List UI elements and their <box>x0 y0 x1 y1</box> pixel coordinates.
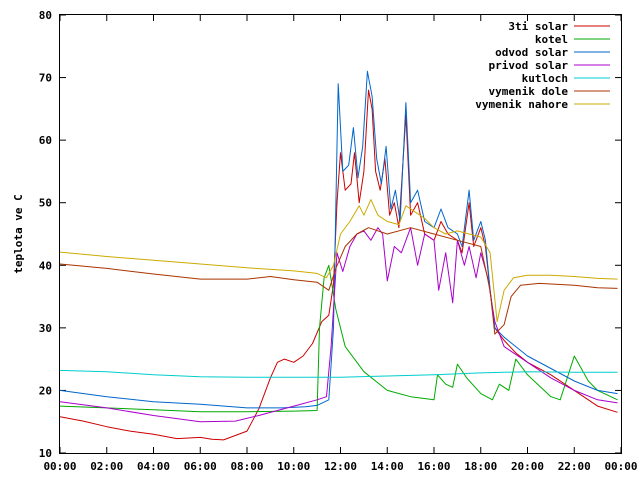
x-tick-label: 00:00 <box>43 460 76 473</box>
series-line-3ti-solar <box>59 89 618 441</box>
x-tick-label: 00:00 <box>604 460 637 473</box>
series-lines <box>59 70 618 441</box>
legend-label: odvod solar <box>495 46 568 59</box>
x-tick-label: 22:00 <box>558 460 591 473</box>
series-line-kotel <box>59 264 618 413</box>
plot-frame <box>59 14 622 454</box>
y-tick-label: 40 <box>39 259 52 272</box>
x-tick-label: 04:00 <box>137 460 170 473</box>
y-axis-label: teplota ve C <box>12 194 25 273</box>
legend-label: privod solar <box>489 59 569 72</box>
x-tick-label: 08:00 <box>230 460 263 473</box>
x-axis: 00:00 02:00 04:00 06:00 08:00 10:00 12:00 14:00… <box>43 15 638 473</box>
series-line-vymenik-nahore <box>59 199 618 323</box>
y-tick-label: 80 <box>39 9 52 22</box>
x-tick-label: 10:00 <box>277 460 310 473</box>
x-tick-label: 16:00 <box>417 460 450 473</box>
x-tick-label: 18:00 <box>464 460 497 473</box>
x-tick-label: 14:00 <box>371 460 404 473</box>
x-tick-label: 06:00 <box>184 460 217 473</box>
y-tick-label: 50 <box>39 197 52 210</box>
x-tick-label: 02:00 <box>90 460 123 473</box>
y-tick-label: 20 <box>39 384 52 397</box>
legend-label: vymenik dole <box>489 85 569 98</box>
series-line-vymenik-dole <box>59 227 618 335</box>
y-tick-label: 70 <box>39 72 52 85</box>
legend-label: kutloch <box>522 72 568 85</box>
series-line-privod-solar <box>59 227 618 423</box>
y-tick-label: 10 <box>39 447 52 460</box>
legend-label: 3ti solar <box>508 20 568 33</box>
y-axis: 10 20 30 40 50 60 70 80 <box>39 9 621 460</box>
x-tick-label: 20:00 <box>511 460 544 473</box>
y-tick-label: 30 <box>39 322 52 335</box>
x-tick-label: 12:00 <box>324 460 357 473</box>
y-tick-label: 60 <box>39 134 52 147</box>
legend-label: kotel <box>535 33 568 46</box>
series-line-kutloch <box>59 369 618 378</box>
legend-label: vymenik nahore <box>475 98 568 111</box>
